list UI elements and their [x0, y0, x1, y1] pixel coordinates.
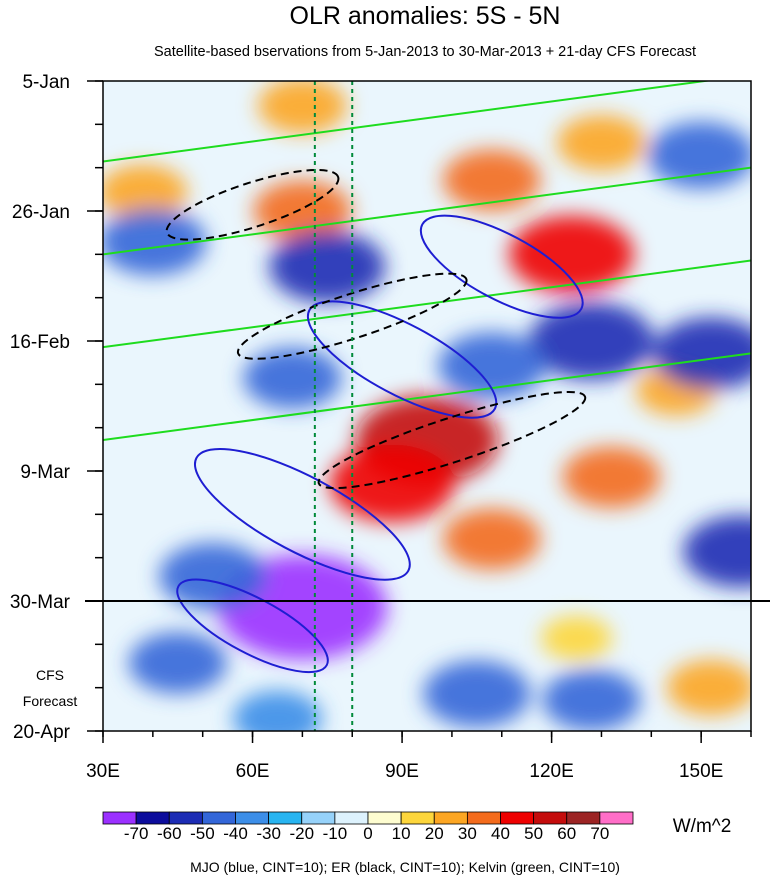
colorbar-label: 70: [590, 824, 609, 843]
y-tick-label: 5-Jan: [22, 72, 70, 93]
colorbar-label: 10: [392, 824, 411, 843]
anomaly-cell: [442, 149, 541, 211]
colorbar-swatch: [135, 811, 170, 825]
y-tick-label: 26-Jan: [12, 202, 70, 223]
y-axis: 5-Jan 26-Jan 16-Feb 9-Mar 30-Mar 20-Apr: [10, 72, 103, 743]
kelvin-contour: [103, 259, 751, 349]
er-contour: [236, 272, 468, 360]
anomaly-cell: [329, 444, 455, 523]
kelvin-contour: [103, 166, 751, 256]
anomaly-cell: [438, 332, 546, 400]
colorbar-swatch: [201, 811, 236, 825]
anomaly-cell: [528, 302, 654, 380]
y-tick-label: 9-Mar: [20, 462, 70, 483]
anomaly-cell: [683, 515, 751, 588]
er-contour: [165, 169, 340, 241]
kelvin-contour: [103, 352, 751, 442]
anomaly-cell: [541, 615, 613, 661]
colorbar-swatch: [168, 811, 203, 825]
colorbar-label: -50: [190, 824, 215, 843]
x-tick-label: 60E: [236, 761, 270, 782]
colorbar-label: -30: [256, 824, 281, 843]
colorbar-swatch: [533, 811, 568, 825]
colorbar-label: -70: [124, 824, 149, 843]
anomaly-cell: [243, 347, 342, 409]
colorbar-label: -40: [223, 824, 248, 843]
colorbar-label: -10: [323, 824, 348, 843]
anomaly-cell: [442, 508, 541, 570]
plot-frame: [102, 80, 752, 732]
kelvin-contour: [103, 81, 713, 163]
anomaly-cell: [159, 542, 267, 610]
forecast-label-line1: CFS: [36, 667, 64, 683]
forecast-label-line2: Forecast: [23, 693, 78, 709]
anomaly-cell: [103, 164, 188, 221]
x-tick-label: 30E: [86, 761, 120, 782]
plot-area: [103, 81, 751, 731]
x-tick-label: 90E: [385, 761, 419, 782]
colorbar-swatch: [400, 811, 435, 825]
colorbar-label: 20: [425, 824, 444, 843]
x-tick-label: 150E: [679, 761, 723, 782]
chart-title: OLR anomalies: 5S - 5N: [290, 2, 561, 30]
anomaly-cell: [423, 660, 531, 728]
colorbar-swatch: [102, 811, 137, 825]
y-tick-label: 30-Mar: [10, 592, 71, 613]
er-contour: [317, 390, 587, 490]
mjo-contour: [419, 214, 584, 319]
y-tick-label: 16-Feb: [10, 332, 70, 353]
x-axis: 30E 60E 90E 120E 150E: [86, 731, 752, 782]
colorbar-label: 30: [458, 824, 477, 843]
x-tick-label: 120E: [529, 761, 573, 782]
colorbar-label: 50: [524, 824, 543, 843]
mjo-contour: [306, 300, 498, 419]
anomaly-cell: [232, 690, 322, 731]
colorbar-swatch: [301, 811, 336, 825]
colorbar: -70 -60 -50 -40 -30 -20 -10 0 10 20 30 40 50 60 70: [102, 811, 634, 843]
anomaly-cell: [253, 180, 352, 242]
colorbar-swatch: [466, 811, 501, 825]
colorbar-label: -60: [157, 824, 182, 843]
mjo-contour: [193, 447, 411, 581]
colorbar-swatch: [334, 811, 369, 825]
colorbar-swatch: [367, 811, 402, 825]
anomaly-cell: [128, 632, 227, 694]
anomaly-cell: [556, 115, 646, 171]
wave-legend-footer: MJO (blue, CINT=10); ER (black, CINT=10)…: [190, 859, 620, 875]
anomaly-cell: [653, 317, 751, 390]
anomaly-cell: [257, 81, 347, 134]
anomaly-cell: [542, 669, 641, 731]
anomaly-cell: [269, 230, 386, 303]
colorbar-label: -20: [289, 824, 314, 843]
anomaly-field: [103, 81, 751, 731]
colorbar-label: 0: [363, 824, 372, 843]
colorbar-swatch: [599, 811, 634, 825]
colorbar-swatch: [500, 811, 535, 825]
anomaly-cell: [103, 208, 207, 276]
y-tick-label: 20-Apr: [13, 722, 71, 743]
colorbar-label: 60: [557, 824, 576, 843]
wave-contours: [103, 81, 751, 674]
colorbar-swatch: [235, 811, 270, 825]
anomaly-cell: [562, 446, 661, 508]
chart-subtitle: Satellite-based bservations from 5-Jan-2…: [154, 44, 696, 60]
anomaly-cell: [666, 659, 751, 716]
colorbar-swatch: [268, 811, 303, 825]
anomaly-cell: [509, 215, 635, 294]
colorbar-unit: W/m^2: [673, 816, 732, 837]
colorbar-swatch: [433, 811, 468, 825]
colorbar-label: 40: [491, 824, 510, 843]
colorbar-swatch: [566, 811, 601, 825]
